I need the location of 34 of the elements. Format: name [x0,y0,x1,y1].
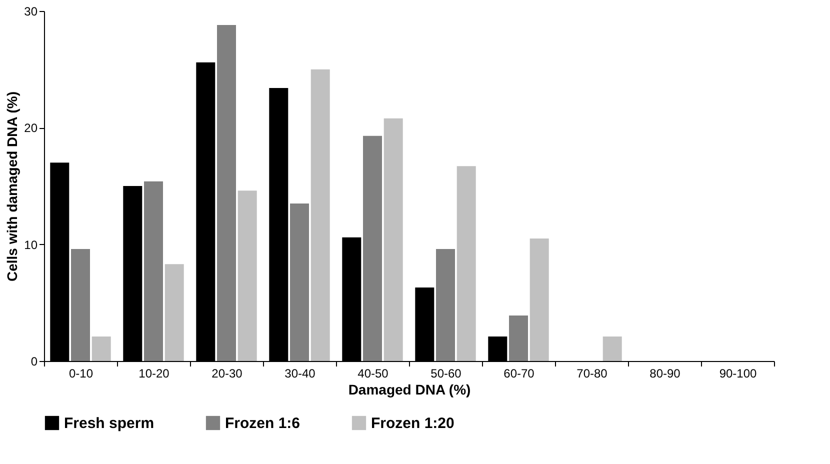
bar [363,136,382,361]
x-tick-label: 30-40 [284,366,316,380]
bar [436,249,455,361]
legend-label: Fresh sperm [64,415,154,432]
bar [509,316,528,361]
bar [238,190,257,361]
bar [217,25,236,361]
x-tick-label: 70-80 [576,366,608,380]
x-tick-label: 10-20 [138,366,170,380]
legend-label: Frozen 1:20 [371,415,454,432]
y-tick-label: 0 [30,354,38,368]
x-tick-label: 60-70 [504,366,535,380]
x-tick-label: 80-90 [650,366,681,380]
bar [71,249,90,361]
bar [92,336,111,361]
legend-label: Frozen 1:6 [225,415,300,432]
bar [530,238,549,361]
y-tick-label: 30 [24,4,38,18]
y-axis-title: Cells with damaged DNA (%) [4,91,20,282]
bar [384,118,403,361]
y-tick-label: 20 [24,121,38,136]
bar [310,69,330,361]
bar [290,204,309,361]
bar [602,336,622,361]
x-axis-title: Damaged DNA (%) [348,382,471,398]
x-tick-label: 20-30 [212,366,243,380]
x-tick-label: 90-100 [719,366,758,380]
x-tick-label: 50-60 [430,366,462,380]
x-tick-label: 0-10 [68,366,94,380]
bar [144,181,163,361]
bar [164,264,184,361]
y-tick-label: 10 [24,238,38,252]
bar [456,166,476,361]
x-tick-label: 40-50 [358,366,389,380]
